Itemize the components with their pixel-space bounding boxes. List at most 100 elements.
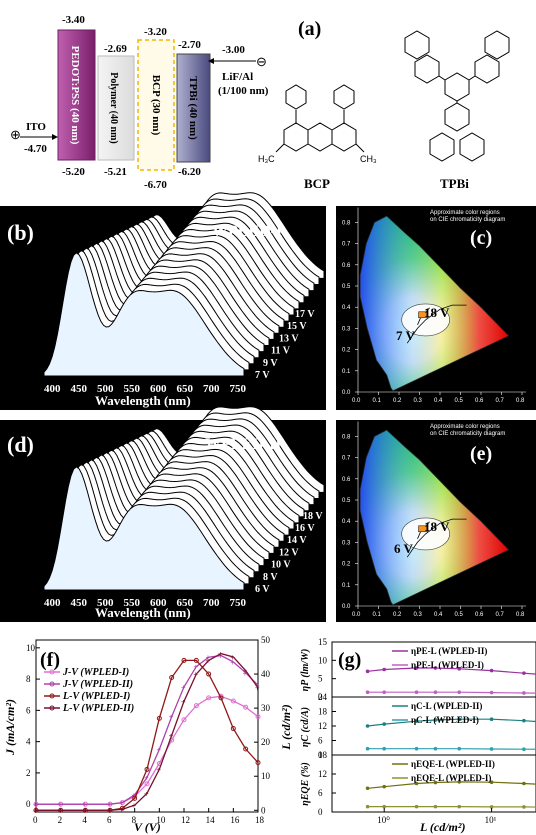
g-point <box>414 804 419 809</box>
g-point <box>414 690 419 695</box>
g-point <box>522 671 526 675</box>
f-ytick-right-label: 30 <box>261 703 271 713</box>
f-point: + <box>132 791 137 800</box>
g-ytick-label: 24 <box>318 692 328 702</box>
voltage-label: 15 V <box>287 321 307 332</box>
panel-d-spectra <box>43 406 325 591</box>
voltage-label: 8 V <box>263 572 278 583</box>
g-point <box>365 746 370 751</box>
g-ytick-label: 0 <box>318 750 323 760</box>
f-point: + <box>193 663 198 672</box>
g-ytick-label: 6 <box>318 736 323 746</box>
g-point <box>382 784 387 789</box>
polymer-layer <box>97 55 135 161</box>
f-point: + <box>33 800 38 809</box>
cie-ytick-label: 0.6 <box>342 263 351 269</box>
tpbi-layer <box>176 53 211 163</box>
f-ytick-right-label: 50 <box>261 635 271 645</box>
bcp-ch3: CH₃ <box>360 154 377 164</box>
pedot-layer <box>57 29 96 161</box>
f-series-line <box>36 654 259 805</box>
xtick-label: 550 <box>124 383 141 395</box>
g-xtick-label: 10¹ <box>485 815 497 825</box>
xtick-label: 700 <box>203 597 220 609</box>
f-point <box>156 715 162 721</box>
xtick-label: 450 <box>71 597 88 609</box>
f-xtick-label: 0 <box>33 815 38 825</box>
cie-ytick-label: 0.4 <box>342 305 351 311</box>
xtick-label: 600 <box>150 383 167 395</box>
cie-diagram-c: 0.00.0 0.1 0.1 0.2 0.2 0.3 0.3 0.4 0.4 0.5 0.5 0.6 0… <box>342 207 527 404</box>
g-subplot-frame <box>331 754 536 813</box>
xtick-label: 750 <box>230 597 247 609</box>
cie-xtick-label: 0.8 <box>516 612 525 618</box>
f-legend-marker <box>49 693 55 699</box>
f-point: + <box>58 806 63 815</box>
cie-xtick-label: 0.6 <box>475 398 484 404</box>
f-ytick-right-label: 10 <box>261 771 271 781</box>
f-point: + <box>206 656 211 665</box>
voltage-label: 7 V <box>255 370 270 381</box>
bcp-molecule <box>275 84 365 153</box>
panel-g-ylabel-1: ηP (lm/W) <box>300 649 311 692</box>
f-point: + <box>193 670 198 679</box>
panel-g-ylabel-2: ηC (cd/A) <box>300 707 311 747</box>
f-xtick-label: 2 <box>58 815 63 825</box>
g-point <box>489 690 494 695</box>
f-ytick-right-label: 0 <box>261 805 266 815</box>
f-point: + <box>181 683 186 692</box>
panel-g-xlabel: L (cd/m²) <box>419 820 465 834</box>
f-point <box>255 760 261 766</box>
g-point <box>433 746 438 751</box>
g-legend-label: ηEQE-L (WPLED-I) <box>411 773 491 783</box>
f-xtick-label: 8 <box>132 815 137 825</box>
panel-e: 0.00.0 0.1 0.1 0.2 0.2 0.3 0.3 0.4 0.4 0.5 0.5 0.6 0… <box>336 420 536 622</box>
f-legend-marker <box>49 705 55 711</box>
panel-c-v-high: 18 V <box>424 305 450 320</box>
g-legend-label: ηC-L (WPLED-II) <box>411 701 482 711</box>
g-series-line <box>367 691 536 694</box>
cie-xtick-label: 0.2 <box>393 398 402 404</box>
polymer-bot-level: -5.21 <box>104 166 127 178</box>
panel-e-label: (e) <box>470 443 492 465</box>
plus-terminal: ⊕ <box>10 127 21 142</box>
panel-c-v-low: 7 V <box>396 328 416 343</box>
f-point <box>193 703 199 709</box>
g-point <box>365 690 370 695</box>
voltage-label: 13 V <box>279 333 299 344</box>
cie-ytick-label: 0.5 <box>342 498 351 504</box>
g-point <box>365 786 370 791</box>
f-ytick-left-label: 2 <box>26 768 31 778</box>
cie-ytick-label: 0.2 <box>342 348 351 354</box>
planckian-locus <box>406 304 467 344</box>
f-point: + <box>230 658 235 667</box>
g-point <box>489 780 494 785</box>
g-legend-label: ηPE-L (WPLED-I) <box>411 660 484 670</box>
tpbi-molecule-name: TPBi <box>440 176 469 191</box>
f-point <box>243 704 249 710</box>
g-point <box>365 669 370 674</box>
g-point <box>522 805 526 809</box>
panel-f-legend: J-V (WPLED-I)J-V (WPLED-II)L-V (WPLED-I)… <box>44 667 134 714</box>
bcp-bot-level: -6.70 <box>144 179 167 191</box>
f-point: + <box>58 800 63 809</box>
xtick-label: 550 <box>124 597 141 609</box>
cie-ytick-label: 0.6 <box>342 477 351 483</box>
bcp-layer <box>137 39 175 171</box>
g-point <box>365 804 370 809</box>
f-point: + <box>119 799 124 808</box>
panel-d-label: (d) <box>7 432 34 457</box>
g-point <box>522 691 526 695</box>
g-point <box>457 690 462 695</box>
f-ytick-left-label: 8 <box>26 674 31 684</box>
panel-d: (d) WPLED-II 400 450 500 550 600 650 700 750 6 … <box>0 406 326 622</box>
g-point <box>522 781 526 786</box>
g-series-line <box>367 748 536 750</box>
g-point <box>433 690 438 695</box>
f-legend-marker <box>49 669 55 675</box>
g-point <box>382 690 387 695</box>
xtick-label: 750 <box>230 383 247 395</box>
pedot-label: PEDOT:PSS (40 nm) <box>69 46 81 145</box>
cie-ytick-label: 0.8 <box>342 220 351 226</box>
cie-arrow-low <box>417 531 421 539</box>
